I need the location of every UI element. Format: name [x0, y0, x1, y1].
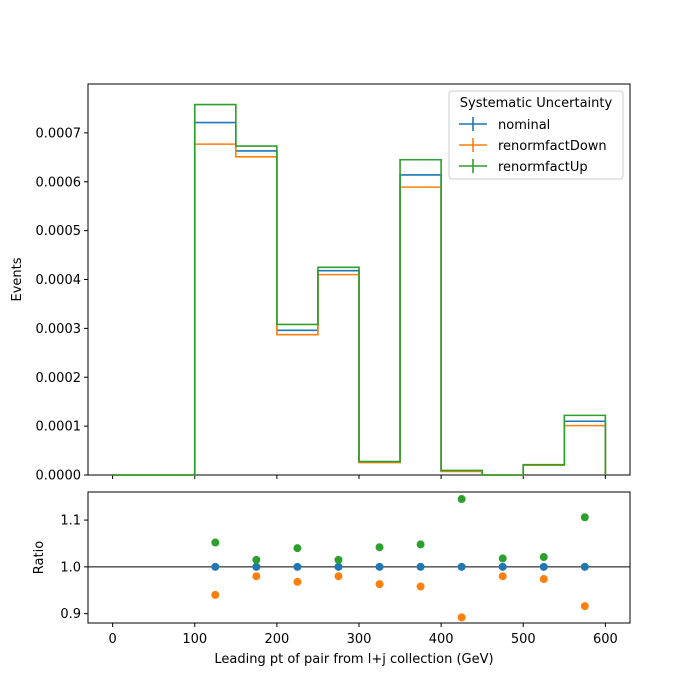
ratio-point-renormfactDown — [211, 590, 220, 599]
ratio-point-nominal — [498, 562, 507, 571]
x-axis-label: Leading pt of pair from l+j collection (… — [214, 652, 493, 667]
top-y-tick-label: 0.0007 — [36, 126, 82, 141]
top-y-tick-label: 0.0006 — [36, 175, 82, 190]
ratio-y-axis-label: Ratio — [32, 541, 47, 574]
ratio-point-renormfactUp — [375, 543, 384, 552]
ratio-y-tick-label: 1.1 — [60, 514, 81, 529]
ratio-y-tick-label: 1.0 — [60, 560, 81, 575]
ratio-point-nominal — [457, 562, 466, 571]
ratio-point-renormfactUp — [211, 538, 220, 547]
ratio-point-renormfactDown — [293, 577, 302, 586]
legend-box — [448, 90, 624, 180]
ratio-point-renormfactDown — [416, 582, 425, 591]
ratio-point-renormfactUp — [580, 513, 589, 522]
ratio-panel: 0.9 1.0 1.1 0 100 200 300 400 500 600 Ratio Leading… — [32, 491, 631, 667]
ratio-x-tick-label: 100 — [182, 632, 207, 647]
ratio-x-tick-label: 300 — [347, 632, 372, 647]
legend-title: Systematic Uncertainty — [460, 96, 613, 111]
ratio-point-nominal — [539, 562, 548, 571]
legend-label-nominal: nominal — [498, 118, 550, 133]
ratio-point-renormfactDown — [334, 572, 343, 581]
ratio-point-renormfactDown — [252, 572, 261, 581]
top-y-tick-label: 0.0002 — [36, 371, 82, 386]
top-y-tick-label: 0.0005 — [36, 224, 82, 239]
histogram-step-renormfactUp — [112, 103, 607, 476]
ratio-x-tick-label: 400 — [429, 632, 454, 647]
ratio-point-nominal — [375, 562, 384, 571]
ratio-y-tick-label: 0.9 — [60, 607, 81, 622]
ratio-point-renormfactDown — [539, 575, 548, 584]
ratio-point-renormfactUp — [416, 540, 425, 549]
legend-label-renormfactUp: renormfactUp — [498, 160, 588, 175]
ratio-point-renormfactDown — [498, 572, 507, 581]
top-y-tick-label: 0.0003 — [36, 322, 82, 337]
legend-label-renormfactDown: renormfactDown — [498, 139, 607, 154]
ratio-plot-frame — [87, 491, 631, 624]
ratio-x-tick-label: 500 — [511, 632, 536, 647]
ratio-point-nominal — [334, 562, 343, 571]
ratio-point-renormfactUp — [293, 544, 302, 553]
ratio-point-renormfactUp — [457, 495, 466, 504]
ratio-point-renormfactUp — [539, 553, 548, 562]
top-y-tick-label: 0.0001 — [36, 420, 82, 435]
main-histogram-panel: 0.0000 0.0001 0.0002 0.0003 0.0004 0.0005 0.00… — [10, 83, 631, 484]
ratio-point-nominal — [416, 562, 425, 571]
ratio-x-tick-label: 600 — [593, 632, 618, 647]
ratio-point-renormfactUp — [498, 554, 507, 563]
ratio-point-renormfactUp — [334, 555, 343, 564]
ratio-point-nominal — [580, 562, 589, 571]
top-y-tick-label: 0.0000 — [36, 469, 82, 484]
ratio-point-renormfactDown — [457, 613, 466, 622]
ratio-x-tick-label: 0 — [108, 632, 116, 647]
top-y-axis-label: Events — [10, 257, 25, 301]
ratio-point-nominal — [211, 562, 220, 571]
top-y-tick-label: 0.0004 — [36, 273, 82, 288]
ratio-point-renormfactUp — [252, 555, 261, 564]
ratio-point-renormfactDown — [580, 602, 589, 611]
ratio-point-nominal — [252, 562, 261, 571]
ratio-x-tick-label: 200 — [264, 632, 289, 647]
ratio-point-nominal — [293, 562, 302, 571]
ratio-point-renormfactDown — [375, 580, 384, 589]
